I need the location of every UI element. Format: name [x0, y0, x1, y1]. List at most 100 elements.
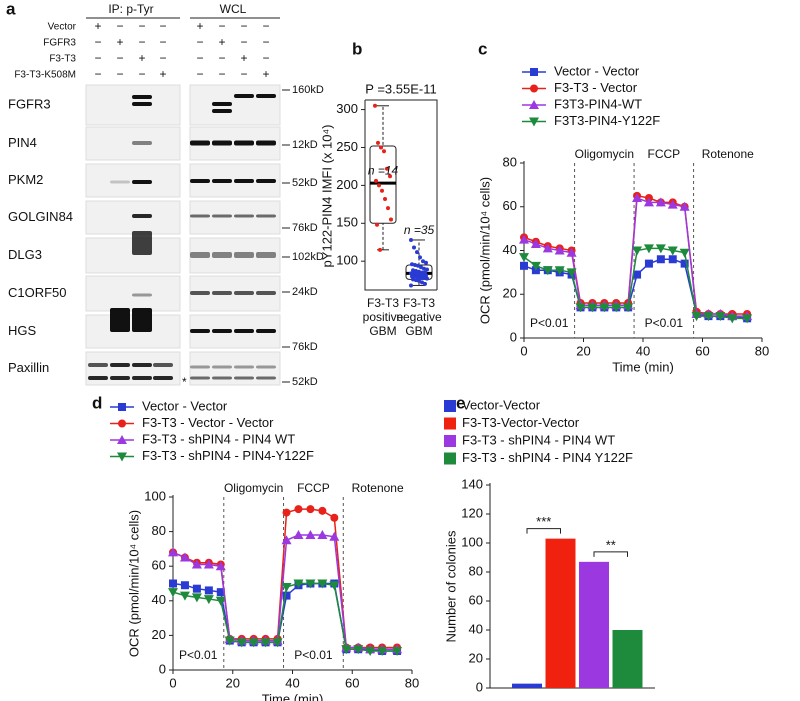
point — [382, 149, 386, 154]
sign: − — [138, 19, 145, 33]
x-tick-line: negative — [396, 310, 442, 324]
condition-label: F3-T3 — [49, 54, 76, 65]
sign: − — [218, 19, 225, 33]
y-tick-label: 20 — [469, 650, 483, 665]
sign: − — [94, 35, 101, 49]
x-axis-label: Time (min) — [262, 691, 324, 701]
marker-label: 52kD — [292, 376, 318, 388]
point — [530, 238, 541, 248]
sign: − — [262, 19, 269, 33]
point — [715, 312, 726, 322]
point — [412, 271, 416, 276]
y-tick-label: 100 — [461, 534, 483, 549]
marker-label: 76kD — [292, 341, 318, 353]
point — [655, 197, 666, 207]
point — [422, 275, 426, 280]
y-tick-label: 100 — [144, 488, 166, 503]
point — [415, 250, 419, 255]
blot-band — [234, 94, 254, 98]
x-tick-line: GBM — [405, 324, 432, 338]
point — [168, 547, 178, 557]
point — [668, 255, 677, 264]
point — [272, 638, 283, 648]
point — [204, 586, 213, 595]
point — [554, 245, 565, 255]
sign: − — [218, 67, 225, 81]
blot-band — [190, 140, 210, 146]
blot-band — [256, 140, 276, 146]
x-tick-line: positive — [363, 310, 404, 324]
sign: + — [196, 19, 203, 33]
marker-label: 24kD — [292, 286, 318, 298]
legend-label: F3-T3-Vector-Vector — [462, 415, 580, 430]
blot-band — [190, 291, 210, 295]
legend-label: F3-T3 - shPIN4 - PIN4 Y122F — [462, 450, 633, 465]
sign: + — [116, 35, 123, 49]
y-tick-label: 100 — [336, 253, 358, 268]
blot-band — [234, 179, 254, 183]
blot-strip — [85, 275, 181, 312]
point — [389, 217, 393, 222]
blot-band — [132, 214, 152, 218]
y-tick-label: 40 — [469, 621, 483, 636]
x-tick-label: F3-T3 positive GBM — [363, 296, 404, 338]
y-tick-label: 150 — [336, 215, 358, 230]
sign: + — [138, 51, 145, 65]
legend-marker — [117, 435, 127, 444]
point — [329, 581, 340, 591]
annotation: P<0.01 — [294, 648, 333, 662]
blot-band — [234, 214, 254, 218]
point — [294, 505, 303, 514]
point — [260, 638, 271, 648]
point — [330, 513, 339, 522]
blot-band — [88, 376, 108, 380]
sign: − — [116, 67, 123, 81]
point — [282, 508, 291, 517]
blot-band — [234, 252, 254, 258]
blot-band — [153, 363, 173, 367]
y-axis-label: OCR (pmol/min/10⁴ cells) — [477, 177, 492, 324]
point — [409, 271, 413, 276]
protein-label: DLG3 — [8, 247, 42, 262]
legend-swatch — [444, 452, 456, 465]
point — [383, 197, 387, 202]
bar — [545, 538, 576, 688]
marker-label: 160kD — [292, 84, 324, 96]
y-axis-label: pY122-PIN4 IMFI (x 10⁴) — [319, 125, 334, 268]
point — [623, 303, 634, 313]
panel-label: e — [456, 393, 465, 412]
point — [530, 261, 541, 271]
blot-band — [110, 308, 130, 332]
point — [422, 266, 426, 271]
point — [599, 303, 610, 313]
blot-band — [256, 376, 276, 380]
x-tick-label: 0 — [520, 343, 527, 358]
blot-band — [234, 376, 254, 380]
sign: − — [196, 51, 203, 65]
sign: + — [159, 67, 166, 81]
condition-label: Vector — [48, 22, 77, 33]
sign: − — [138, 67, 145, 81]
sign: − — [138, 35, 145, 49]
blot-band — [256, 291, 276, 295]
blot-strip — [85, 351, 181, 386]
sign: − — [218, 51, 225, 65]
n-label: n =14 — [368, 163, 399, 177]
blot-band — [256, 214, 276, 218]
blot-band — [132, 95, 152, 99]
blot-band — [110, 363, 130, 367]
annotation: P<0.01 — [179, 648, 218, 662]
sign: − — [196, 67, 203, 81]
point — [409, 283, 413, 288]
point — [691, 312, 702, 322]
point — [643, 244, 654, 254]
point — [542, 266, 553, 276]
blot-band — [212, 365, 232, 369]
bar — [612, 630, 643, 688]
blot-band — [256, 94, 276, 98]
x-tick-label: 20 — [226, 675, 240, 690]
y-tick-label: 80 — [152, 523, 166, 538]
point — [179, 552, 190, 562]
blot-band — [190, 214, 210, 218]
point — [418, 255, 422, 260]
